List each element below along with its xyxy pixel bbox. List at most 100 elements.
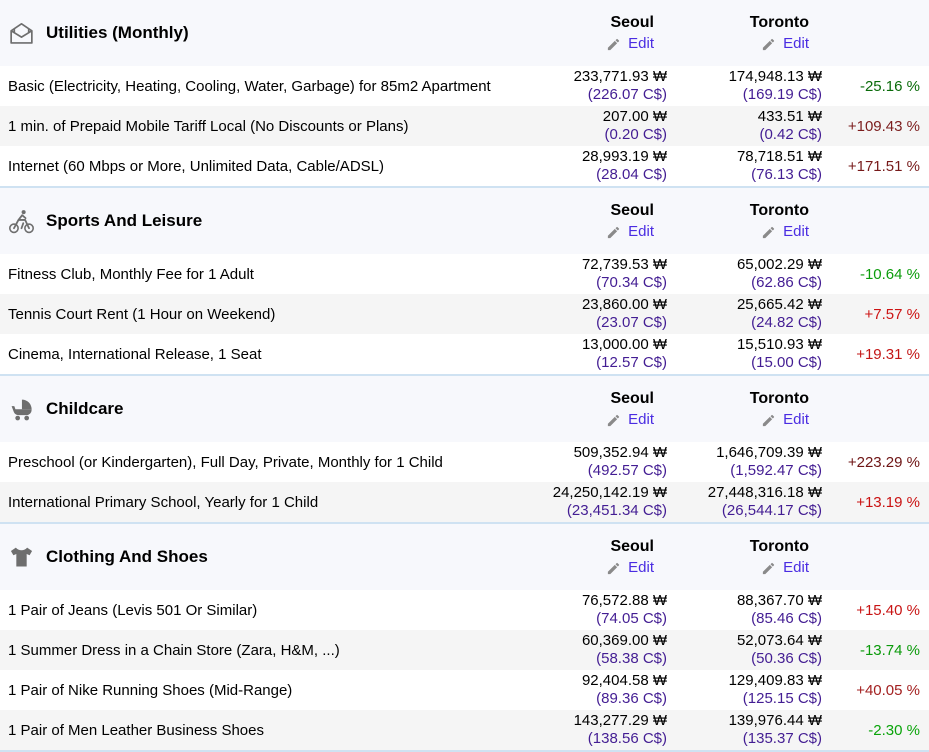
edit-seoul-button[interactable]: Edit	[606, 36, 654, 52]
item-label: 1 min. of Prepaid Mobile Tariff Local (N…	[8, 117, 409, 135]
percent-difference: +109.43 %	[847, 117, 920, 135]
edit-label: Edit	[628, 559, 654, 576]
pencil-icon	[761, 413, 776, 428]
amount-local: 207.00 ₩	[602, 108, 667, 125]
amount-local: 27,448,316.18 ₩	[707, 484, 822, 501]
amount-converted: (23.07 C$)	[596, 314, 667, 331]
column-header-seoul: Seoul Edit	[541, 376, 667, 442]
city-name: Toronto	[749, 390, 809, 407]
percent-difference: -2.30 %	[868, 721, 920, 739]
seoul-price: 207.00 ₩ (0.20 C$)	[541, 106, 667, 146]
item-label: Cinema, International Release, 1 Seat	[8, 345, 262, 363]
amount-local: 92,404.58 ₩	[581, 672, 667, 689]
amount-converted: (138.56 C$)	[587, 730, 667, 747]
table-row: Tennis Court Rent (1 Hour on Weekend) 23,…	[0, 294, 929, 334]
amount-converted: (12.57 C$)	[596, 354, 667, 371]
table-row: Cinema, International Release, 1 Seat 13,…	[0, 334, 929, 374]
section-title: Sports And Leisure	[46, 211, 203, 230]
toronto-price: 65,002.29 ₩ (62.86 C$)	[667, 254, 822, 294]
percent-difference: +7.57 %	[864, 305, 920, 323]
amount-local: 65,002.29 ₩	[736, 256, 822, 273]
amount-converted: (58.38 C$)	[596, 650, 667, 667]
amount-local: 24,250,142.19 ₩	[552, 484, 667, 501]
percent-difference: -13.74 %	[859, 641, 920, 659]
amount-local: 139,976.44 ₩	[728, 712, 822, 729]
section-title-cell: Utilities (Monthly)	[0, 0, 541, 66]
toronto-price: 78,718.51 ₩ (76.13 C$)	[667, 146, 822, 186]
toronto-price: 25,665.42 ₩ (24.82 C$)	[667, 294, 822, 334]
amount-converted: (1,592.47 C$)	[730, 462, 822, 479]
amount-local: 174,948.13 ₩	[728, 68, 822, 85]
edit-toronto-button[interactable]: Edit	[761, 412, 809, 428]
column-header-toronto: Toronto Edit	[667, 524, 822, 590]
header-spacer	[822, 524, 929, 590]
amount-converted: (15.00 C$)	[751, 354, 822, 371]
pencil-icon	[606, 413, 621, 428]
toronto-price: 88,367.70 ₩ (85.46 C$)	[667, 590, 822, 630]
pencil-icon	[606, 37, 621, 52]
percent-difference: +19.31 %	[856, 345, 920, 363]
amount-converted: (125.15 C$)	[742, 690, 822, 707]
table-row: Basic (Electricity, Heating, Cooling, Wa…	[0, 66, 929, 106]
amount-converted: (62.86 C$)	[751, 274, 822, 291]
amount-converted: (70.34 C$)	[596, 274, 667, 291]
amount-converted: (50.36 C$)	[751, 650, 822, 667]
table-row: 1 Pair of Nike Running Shoes (Mid-Range)…	[0, 670, 929, 710]
item-label: 1 Pair of Jeans (Levis 501 Or Similar)	[8, 601, 258, 619]
amount-local: 143,277.29 ₩	[573, 712, 667, 729]
pencil-icon	[761, 225, 776, 240]
edit-label: Edit	[783, 411, 809, 428]
percent-difference: +223.29 %	[847, 453, 920, 471]
toronto-price: 433.51 ₩ (0.42 C$)	[667, 106, 822, 146]
edit-label: Edit	[628, 223, 654, 240]
percent-difference: +40.05 %	[856, 681, 920, 699]
edit-seoul-button[interactable]: Edit	[606, 412, 654, 428]
amount-converted: (74.05 C$)	[596, 610, 667, 627]
toronto-price: 52,073.64 ₩ (50.36 C$)	[667, 630, 822, 670]
seoul-price: 76,572.88 ₩ (74.05 C$)	[541, 590, 667, 630]
toronto-price: 15,510.93 ₩ (15.00 C$)	[667, 334, 822, 374]
item-label: 1 Summer Dress in a Chain Store (Zara, H…	[8, 641, 340, 659]
section-title: Clothing And Shoes	[46, 547, 208, 566]
column-header-seoul: Seoul Edit	[541, 0, 667, 66]
amount-local: 76,572.88 ₩	[581, 592, 667, 609]
toronto-price: 174,948.13 ₩ (169.19 C$)	[667, 66, 822, 106]
section-header: Utilities (Monthly) Seoul Edit Toronto Edit	[0, 0, 929, 66]
amount-converted: (28.04 C$)	[596, 166, 667, 183]
percent-difference: +13.19 %	[856, 493, 920, 511]
percent-difference: -25.16 %	[859, 77, 920, 95]
percent-difference: +15.40 %	[856, 601, 920, 619]
section-title: Childcare	[46, 399, 124, 418]
edit-label: Edit	[783, 559, 809, 576]
amount-converted: (23,451.34 C$)	[566, 502, 667, 519]
seoul-price: 92,404.58 ₩ (89.36 C$)	[541, 670, 667, 710]
seoul-price: 509,352.94 ₩ (492.57 C$)	[541, 442, 667, 482]
percent-difference: -10.64 %	[859, 265, 920, 283]
item-label: 1 Pair of Men Leather Business Shoes	[8, 721, 264, 739]
section-title-cell: Sports And Leisure	[0, 188, 541, 254]
amount-local: 88,367.70 ₩	[736, 592, 822, 609]
amount-converted: (492.57 C$)	[587, 462, 667, 479]
edit-toronto-button[interactable]: Edit	[761, 560, 809, 576]
amount-local: 60,369.00 ₩	[581, 632, 667, 649]
header-spacer	[822, 188, 929, 254]
item-label: Fitness Club, Monthly Fee for 1 Adult	[8, 265, 254, 283]
edit-seoul-button[interactable]: Edit	[606, 560, 654, 576]
toronto-price: 139,976.44 ₩ (135.37 C$)	[667, 710, 822, 750]
section-header: Childcare Seoul Edit Toronto Edit	[0, 376, 929, 442]
amount-local: 78,718.51 ₩	[736, 148, 822, 165]
edit-label: Edit	[783, 223, 809, 240]
edit-toronto-button[interactable]: Edit	[761, 36, 809, 52]
section-utilities-monthly: Utilities (Monthly) Seoul Edit Toronto Edit B…	[0, 0, 929, 188]
amount-converted: (85.46 C$)	[751, 610, 822, 627]
pencil-icon	[606, 561, 621, 576]
edit-seoul-button[interactable]: Edit	[606, 224, 654, 240]
amount-converted: (24.82 C$)	[751, 314, 822, 331]
item-label: Basic (Electricity, Heating, Cooling, Wa…	[8, 77, 491, 95]
amount-converted: (76.13 C$)	[751, 166, 822, 183]
table-row: 1 Summer Dress in a Chain Store (Zara, H…	[0, 630, 929, 670]
amount-local: 433.51 ₩	[757, 108, 822, 125]
edit-toronto-button[interactable]: Edit	[761, 224, 809, 240]
column-header-toronto: Toronto Edit	[667, 188, 822, 254]
